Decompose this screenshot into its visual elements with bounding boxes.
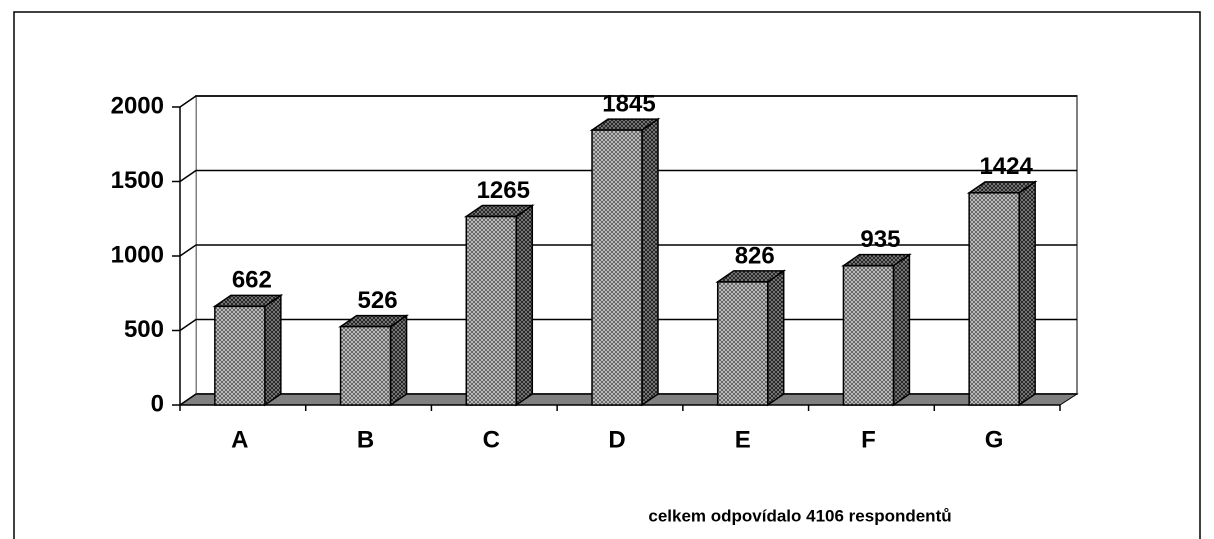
annotation: celkem odpovídalo 4106 respondentů: [648, 506, 951, 525]
y-tick-label: 2000: [111, 92, 164, 119]
bar-front: [214, 305, 266, 406]
x-tick-label: B: [357, 426, 374, 453]
value-label: 1265: [477, 177, 530, 204]
bar: [463, 204, 535, 407]
x-tick-label: D: [608, 426, 625, 453]
bar-front: [842, 264, 895, 406]
bar-side: [892, 253, 911, 407]
value-label: 662: [232, 267, 272, 294]
grid-line: [179, 95, 1077, 108]
x-tick-label: A: [231, 426, 248, 453]
bar-side: [641, 117, 659, 407]
grid-line: [179, 169, 1077, 183]
bar: [841, 253, 912, 407]
y-tick-label: 1000: [111, 241, 164, 268]
y-tick-label: 500: [124, 316, 164, 343]
x-tick-label: G: [985, 426, 1004, 453]
bar-side: [1018, 180, 1036, 407]
bar: [966, 180, 1038, 407]
bar-front: [591, 129, 643, 406]
bar-side: [515, 204, 534, 407]
bar-front: [465, 215, 518, 406]
bar: [589, 117, 661, 407]
bar: [715, 269, 787, 407]
bar-front: [968, 192, 1020, 406]
value-label: 1424: [979, 153, 1033, 180]
x-tick-label: E: [735, 426, 751, 453]
bar-front: [339, 325, 392, 406]
bar-side: [389, 314, 408, 407]
bar: [212, 293, 284, 407]
y-tick-label: 0: [151, 390, 164, 417]
bar: [338, 314, 409, 407]
bar-front: [716, 281, 769, 406]
bar-side: [766, 269, 785, 407]
frame: [13, 11, 1201, 539]
x-tick-label: C: [483, 426, 500, 453]
value-label: 1845: [602, 90, 655, 117]
value-label: 935: [860, 226, 900, 253]
value-label: 826: [735, 242, 775, 269]
grid-line: [179, 244, 1077, 257]
value-label: 526: [358, 287, 398, 314]
y-tick-label: 1500: [111, 167, 164, 194]
bar-side: [264, 293, 282, 407]
x-tick-label: F: [861, 426, 876, 453]
plot-area: 0 500 1000 1500 2000 A 662 B 526 C 1265 D 1845 E 826 F 9…: [111, 90, 1079, 453]
